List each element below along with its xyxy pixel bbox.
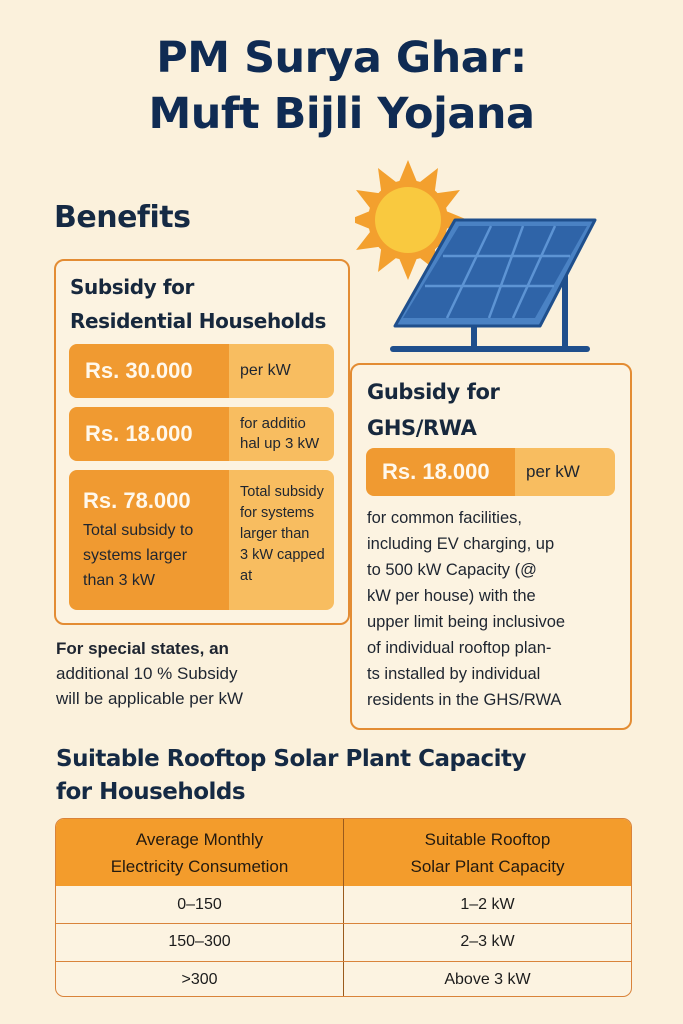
table-row: >300 Above 3 kW [56, 960, 631, 996]
ghs-description: for common facilities, including EV char… [367, 509, 566, 709]
consumption-cell: >300 [56, 961, 344, 996]
ghs-rwa-subsidy-card [350, 363, 632, 730]
residential-card-title: Subsidy for Residential Households [70, 275, 327, 333]
tier-3-sub: Total subsidy to systems larger than 3 k… [83, 521, 194, 589]
tier-2-note: for additio hal up 3 kW [229, 407, 334, 461]
capacity-cell: 2–3 kW [460, 933, 515, 951]
subsidy-tier-2: Rs. 18.000 for additio hal up 3 kW [69, 407, 334, 461]
sun-icon [355, 160, 468, 280]
consumption-cell: 150–300 [56, 924, 344, 961]
capacity-heading: Suitable Rooftop Solar Plant Capacity fo… [56, 746, 527, 805]
consumption-cell: 0–150 [56, 886, 344, 924]
title-line-2: Muft Bijli Yojana [148, 89, 535, 139]
ghs-note: per kW [515, 448, 615, 496]
tier-3-amount: Rs. 78.000 [83, 487, 191, 513]
tier-3-amount-block: Rs. 78.000 Total subsidy to systems larg… [69, 470, 229, 610]
tier-2-amount: Rs. 18.000 [69, 407, 229, 461]
tier-3-note: Total subsidy for systems larger than 3 … [229, 470, 334, 610]
table-body: 0–150 1–2 kW 150–300 2–3 kW >300 Above 3… [56, 886, 631, 996]
column-header-consumption: Average Monthly Electricity Consumetion [56, 819, 344, 886]
capacity-table: Average Monthly Electricity Consumetion … [55, 818, 632, 997]
subsidy-tier-1: Rs. 30.000 per kW [69, 344, 334, 398]
title-line-1: PM Surya Ghar: [156, 33, 527, 83]
column-header-capacity: Suitable Rooftop Solar Plant Capacity [410, 829, 565, 876]
tier-1-amount: Rs. 30.000 [69, 344, 229, 398]
ghs-amount: Rs. 18.000 [366, 448, 515, 496]
sun-and-solar-panel-icon [355, 160, 597, 352]
benefits-heading: Benefits [54, 200, 191, 235]
table-row: 0–150 1–2 kW [56, 886, 631, 924]
tier-1-note: per kW [229, 344, 334, 398]
solar-panel-icon [390, 218, 597, 352]
capacity-cell: 1–2 kW [460, 895, 515, 913]
ghs-subsidy-tier: Rs. 18.000 per kW [366, 448, 615, 496]
ghs-card-title: Gubsidy for GHS/RWA [367, 380, 500, 440]
subsidy-tier-3: Rs. 78.000 Total subsidy to systems larg… [69, 470, 334, 610]
page-title: PM Surya Ghar: Muft Bijli Yojana [0, 30, 683, 142]
capacity-cell: Above 3 kW [444, 970, 531, 988]
table-row: 150–300 2–3 kW [56, 923, 631, 961]
table-header: Average Monthly Electricity Consumetion … [56, 819, 631, 886]
special-states-note: For special states, an additional 10 % S… [56, 639, 244, 708]
